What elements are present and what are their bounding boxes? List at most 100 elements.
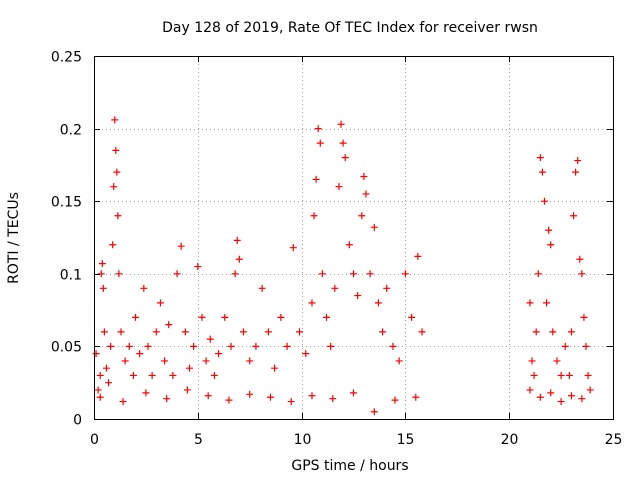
data-point xyxy=(233,236,241,244)
x-tick-labels: 0 5 10 15 20 25 xyxy=(90,432,622,448)
data-point xyxy=(358,212,366,220)
data-point xyxy=(111,116,119,124)
axis-ticks xyxy=(94,56,614,420)
data-point xyxy=(316,139,324,147)
data-point xyxy=(391,396,399,404)
data-point xyxy=(580,313,588,321)
plot-frame xyxy=(94,56,614,420)
data-point xyxy=(570,212,578,220)
data-point xyxy=(296,328,304,336)
data-point xyxy=(271,364,279,372)
data-point xyxy=(194,263,202,271)
data-point xyxy=(335,183,343,191)
data-point xyxy=(198,313,206,321)
data-point xyxy=(543,299,551,307)
data-point xyxy=(239,328,247,336)
data-point xyxy=(177,242,185,250)
data-point xyxy=(109,241,117,249)
data-point xyxy=(99,284,107,292)
data-point xyxy=(121,357,129,365)
data-point xyxy=(572,168,580,176)
data-point xyxy=(526,386,534,394)
x-axis-label: GPS time / hours xyxy=(291,458,408,474)
data-point xyxy=(401,270,409,278)
data-point xyxy=(302,350,310,358)
data-point xyxy=(532,328,540,336)
data-point xyxy=(206,335,214,343)
x-tick-label: 5 xyxy=(194,432,203,448)
data-point xyxy=(536,154,544,162)
data-point xyxy=(235,255,243,263)
data-point xyxy=(287,398,295,406)
data-point xyxy=(266,393,274,401)
data-point xyxy=(578,395,586,403)
data-point xyxy=(264,328,272,336)
data-point xyxy=(540,197,548,205)
data-point xyxy=(132,313,140,321)
data-point xyxy=(190,342,198,350)
data-point xyxy=(327,342,335,350)
data-point xyxy=(165,321,173,329)
data-point xyxy=(383,284,391,292)
data-point xyxy=(113,168,121,176)
data-point xyxy=(97,270,105,278)
data-point xyxy=(258,284,266,292)
data-point xyxy=(408,313,416,321)
data-point xyxy=(312,175,320,183)
data-point xyxy=(181,328,189,336)
data-point xyxy=(308,299,316,307)
data-point xyxy=(576,255,584,263)
data-point xyxy=(246,357,254,365)
y-tick-label: 0 xyxy=(73,413,82,429)
data-point xyxy=(152,328,160,336)
data-point xyxy=(173,270,181,278)
y-tick-label: 0.1 xyxy=(60,268,82,284)
data-point xyxy=(565,371,573,379)
data-point xyxy=(557,398,565,406)
data-point xyxy=(289,244,297,252)
data-point xyxy=(412,393,420,401)
data-point xyxy=(102,364,110,372)
data-point xyxy=(161,357,169,365)
x-tick-label: 15 xyxy=(397,432,415,448)
data-point xyxy=(395,357,403,365)
data-point xyxy=(252,342,260,350)
data-point xyxy=(314,125,322,133)
data-point xyxy=(561,342,569,350)
data-point xyxy=(163,395,171,403)
data-point xyxy=(350,389,357,397)
data-point xyxy=(345,241,353,249)
data-point xyxy=(221,313,229,321)
y-tick-label: 0.15 xyxy=(51,195,82,211)
data-points xyxy=(92,116,594,416)
data-point xyxy=(115,270,123,278)
data-point xyxy=(202,357,210,365)
data-point xyxy=(98,260,106,268)
data-point xyxy=(341,154,349,162)
grid-lines xyxy=(94,56,613,419)
data-point xyxy=(277,313,285,321)
data-point xyxy=(366,270,374,278)
chart-title: Day 128 of 2019, Rate Of TEC Index for r… xyxy=(162,20,538,36)
data-point xyxy=(538,168,546,176)
data-point xyxy=(337,120,345,128)
data-point xyxy=(136,350,144,358)
data-point xyxy=(227,342,235,350)
data-point xyxy=(584,371,592,379)
data-point xyxy=(331,284,339,292)
data-point xyxy=(185,364,193,372)
data-point xyxy=(414,252,422,260)
data-point xyxy=(308,392,316,400)
data-point xyxy=(362,190,370,198)
data-point xyxy=(119,398,127,406)
data-point xyxy=(96,371,104,379)
data-point xyxy=(534,270,542,278)
y-tick-label: 0.2 xyxy=(60,123,82,139)
data-point xyxy=(112,146,120,154)
data-point xyxy=(574,157,582,165)
data-point xyxy=(323,313,331,321)
data-point xyxy=(92,350,100,358)
data-point xyxy=(140,284,148,292)
data-point xyxy=(350,270,357,278)
